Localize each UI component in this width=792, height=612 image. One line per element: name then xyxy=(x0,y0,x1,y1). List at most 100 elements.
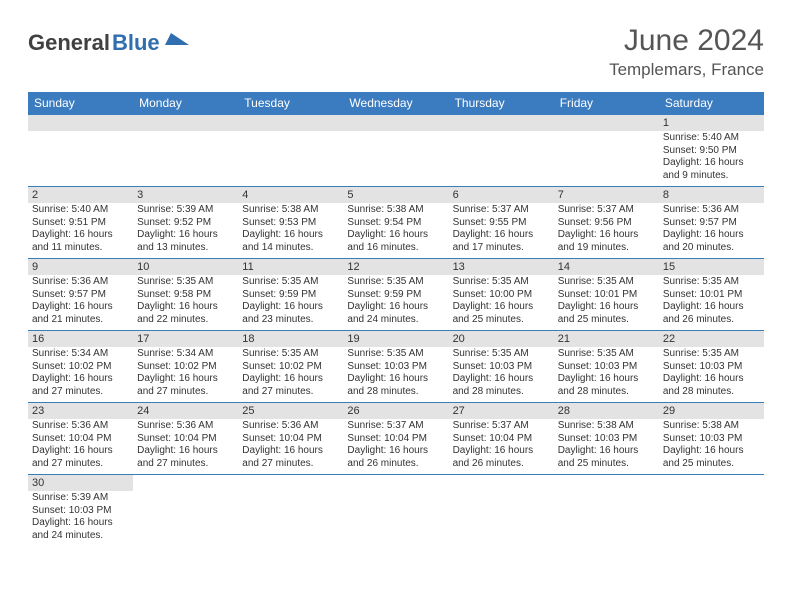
daylight-text: Daylight: 16 hours and 26 minutes. xyxy=(347,445,444,470)
calendar-row: 1Sunrise: 5:40 AMSunset: 9:50 PMDaylight… xyxy=(28,115,764,187)
dayheader-wednesday: Wednesday xyxy=(343,92,448,115)
dayheader-saturday: Saturday xyxy=(659,92,764,115)
day-number: 8 xyxy=(659,187,764,203)
calendar-cell: 17Sunrise: 5:34 AMSunset: 10:02 PMDaylig… xyxy=(133,331,238,403)
logo-text-dark: General xyxy=(28,30,110,56)
day-details: Sunrise: 5:35 AMSunset: 10:03 PMDaylight… xyxy=(659,347,764,400)
sunset-text: Sunset: 10:03 PM xyxy=(347,361,444,374)
calendar-cell: 30Sunrise: 5:39 AMSunset: 10:03 PMDaylig… xyxy=(28,475,133,547)
day-number: 30 xyxy=(28,475,133,491)
daylight-text: Daylight: 16 hours and 17 minutes. xyxy=(453,229,550,254)
sunset-text: Sunset: 10:03 PM xyxy=(663,361,760,374)
day-number: 2 xyxy=(28,187,133,203)
sunrise-text: Sunrise: 5:35 AM xyxy=(242,348,339,361)
calendar-cell xyxy=(554,115,659,187)
day-details: Sunrise: 5:38 AMSunset: 10:03 PMDaylight… xyxy=(659,419,764,472)
day-number-empty xyxy=(449,115,554,131)
sunset-text: Sunset: 9:51 PM xyxy=(32,217,129,230)
sunset-text: Sunset: 9:54 PM xyxy=(347,217,444,230)
calendar-row: 30Sunrise: 5:39 AMSunset: 10:03 PMDaylig… xyxy=(28,475,764,547)
calendar-cell: 8Sunrise: 5:36 AMSunset: 9:57 PMDaylight… xyxy=(659,187,764,259)
sunset-text: Sunset: 10:03 PM xyxy=(663,433,760,446)
day-details: Sunrise: 5:36 AMSunset: 10:04 PMDaylight… xyxy=(28,419,133,472)
calendar-cell: 18Sunrise: 5:35 AMSunset: 10:02 PMDaylig… xyxy=(238,331,343,403)
daylight-text: Daylight: 16 hours and 28 minutes. xyxy=(663,373,760,398)
sunset-text: Sunset: 10:04 PM xyxy=(32,433,129,446)
day-number: 23 xyxy=(28,403,133,419)
day-details: Sunrise: 5:38 AMSunset: 9:53 PMDaylight:… xyxy=(238,203,343,256)
day-number: 5 xyxy=(343,187,448,203)
daylight-text: Daylight: 16 hours and 28 minutes. xyxy=(347,373,444,398)
sunrise-text: Sunrise: 5:37 AM xyxy=(347,420,444,433)
daylight-text: Daylight: 16 hours and 22 minutes. xyxy=(137,301,234,326)
day-details: Sunrise: 5:38 AMSunset: 9:54 PMDaylight:… xyxy=(343,203,448,256)
calendar-cell: 12Sunrise: 5:35 AMSunset: 9:59 PMDayligh… xyxy=(343,259,448,331)
sunset-text: Sunset: 9:50 PM xyxy=(663,145,760,158)
day-number: 22 xyxy=(659,331,764,347)
sunset-text: Sunset: 10:03 PM xyxy=(32,505,129,518)
day-number: 26 xyxy=(343,403,448,419)
day-details: Sunrise: 5:34 AMSunset: 10:02 PMDaylight… xyxy=(28,347,133,400)
sunrise-text: Sunrise: 5:35 AM xyxy=(137,276,234,289)
daylight-text: Daylight: 16 hours and 24 minutes. xyxy=(32,517,129,542)
sunrise-text: Sunrise: 5:35 AM xyxy=(663,276,760,289)
daylight-text: Daylight: 16 hours and 27 minutes. xyxy=(32,445,129,470)
day-number: 24 xyxy=(133,403,238,419)
sunrise-text: Sunrise: 5:35 AM xyxy=(347,276,444,289)
day-number: 1 xyxy=(659,115,764,131)
day-number: 19 xyxy=(343,331,448,347)
sunrise-text: Sunrise: 5:37 AM xyxy=(453,204,550,217)
location-label: Templemars, France xyxy=(609,60,764,80)
day-number-empty xyxy=(28,115,133,131)
calendar-cell: 5Sunrise: 5:38 AMSunset: 9:54 PMDaylight… xyxy=(343,187,448,259)
day-details: Sunrise: 5:36 AMSunset: 9:57 PMDaylight:… xyxy=(659,203,764,256)
daylight-text: Daylight: 16 hours and 19 minutes. xyxy=(558,229,655,254)
day-details: Sunrise: 5:35 AMSunset: 10:03 PMDaylight… xyxy=(554,347,659,400)
calendar-cell: 19Sunrise: 5:35 AMSunset: 10:03 PMDaylig… xyxy=(343,331,448,403)
dayheader-monday: Monday xyxy=(133,92,238,115)
sunrise-text: Sunrise: 5:35 AM xyxy=(453,276,550,289)
day-number: 13 xyxy=(449,259,554,275)
sunrise-text: Sunrise: 5:39 AM xyxy=(32,492,129,505)
sunrise-text: Sunrise: 5:35 AM xyxy=(453,348,550,361)
dayheader-sunday: Sunday xyxy=(28,92,133,115)
daylight-text: Daylight: 16 hours and 26 minutes. xyxy=(663,301,760,326)
calendar-cell: 25Sunrise: 5:36 AMSunset: 10:04 PMDaylig… xyxy=(238,403,343,475)
sunset-text: Sunset: 10:02 PM xyxy=(32,361,129,374)
day-number: 25 xyxy=(238,403,343,419)
sunrise-text: Sunrise: 5:36 AM xyxy=(137,420,234,433)
sunrise-text: Sunrise: 5:36 AM xyxy=(663,204,760,217)
sunrise-text: Sunrise: 5:36 AM xyxy=(32,420,129,433)
calendar-cell: 28Sunrise: 5:38 AMSunset: 10:03 PMDaylig… xyxy=(554,403,659,475)
sunset-text: Sunset: 10:03 PM xyxy=(558,361,655,374)
calendar-cell: 23Sunrise: 5:36 AMSunset: 10:04 PMDaylig… xyxy=(28,403,133,475)
day-number: 9 xyxy=(28,259,133,275)
calendar-cell xyxy=(133,115,238,187)
day-number: 7 xyxy=(554,187,659,203)
daylight-text: Daylight: 16 hours and 23 minutes. xyxy=(242,301,339,326)
calendar-cell xyxy=(343,115,448,187)
daylight-text: Daylight: 16 hours and 28 minutes. xyxy=(558,373,655,398)
month-title: June 2024 xyxy=(609,24,764,58)
page-header: GeneralBlue June 2024 Templemars, France xyxy=(28,24,764,80)
day-details: Sunrise: 5:35 AMSunset: 10:01 PMDaylight… xyxy=(554,275,659,328)
day-number: 18 xyxy=(238,331,343,347)
calendar-cell: 16Sunrise: 5:34 AMSunset: 10:02 PMDaylig… xyxy=(28,331,133,403)
calendar-table: Sunday Monday Tuesday Wednesday Thursday… xyxy=(28,92,764,547)
sunrise-text: Sunrise: 5:35 AM xyxy=(558,348,655,361)
day-details: Sunrise: 5:35 AMSunset: 10:03 PMDaylight… xyxy=(343,347,448,400)
daylight-text: Daylight: 16 hours and 13 minutes. xyxy=(137,229,234,254)
sunset-text: Sunset: 10:04 PM xyxy=(242,433,339,446)
calendar-cell xyxy=(28,115,133,187)
sunrise-text: Sunrise: 5:37 AM xyxy=(558,204,655,217)
calendar-cell xyxy=(449,475,554,547)
day-number: 29 xyxy=(659,403,764,419)
day-number: 20 xyxy=(449,331,554,347)
day-number: 11 xyxy=(238,259,343,275)
calendar-cell: 22Sunrise: 5:35 AMSunset: 10:03 PMDaylig… xyxy=(659,331,764,403)
daylight-text: Daylight: 16 hours and 16 minutes. xyxy=(347,229,444,254)
sunrise-text: Sunrise: 5:39 AM xyxy=(137,204,234,217)
daylight-text: Daylight: 16 hours and 27 minutes. xyxy=(32,373,129,398)
sunrise-text: Sunrise: 5:38 AM xyxy=(347,204,444,217)
day-details: Sunrise: 5:39 AMSunset: 10:03 PMDaylight… xyxy=(28,491,133,544)
